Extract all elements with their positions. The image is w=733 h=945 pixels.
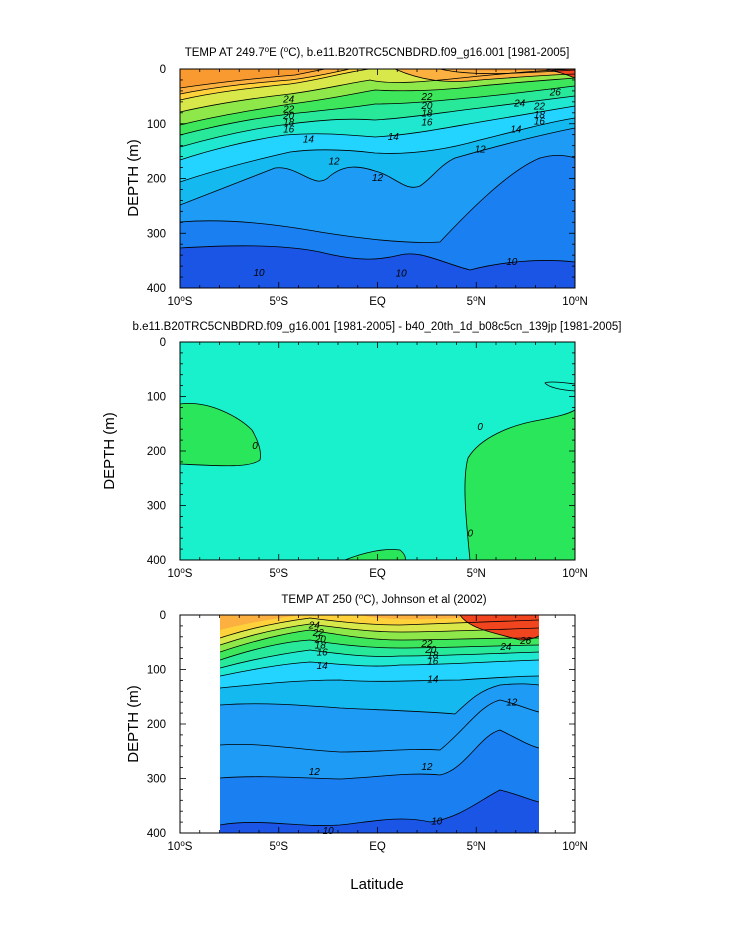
y-tick-label: 0 [160, 337, 166, 349]
panel-3-axes: 10oS 5oS EQ 5oN 10oN 0 100 200 300 400 [147, 610, 588, 853]
contour-label: 18 [421, 108, 433, 119]
contour-label: 10 [431, 817, 443, 828]
y-tick-label: 0 [160, 64, 166, 76]
y-tick-label: 100 [147, 119, 166, 131]
x-tick-label: EQ [369, 841, 386, 853]
y-tick-label: 0 [160, 610, 166, 622]
panel-1-title: TEMP AT 249.7oE (oC), b.e11.B20TRC5CNBDR… [185, 45, 570, 59]
contour-label: 10 [396, 269, 408, 280]
contour-label: 14 [303, 135, 315, 146]
x-tick-label: EQ [369, 296, 386, 308]
panel-2-contour-labels: 0 0 0 [252, 422, 483, 539]
x-tick-label: 10oS [168, 294, 193, 308]
x-tick-label: 5oN [467, 566, 486, 580]
panel-2-filled-contours [180, 342, 575, 560]
panel-3-contour-lines [220, 615, 539, 826]
panel-2-contour-lines [180, 381, 575, 560]
contour-label: 20 [424, 645, 437, 656]
contour-label: 16 [534, 117, 546, 128]
y-tick-label: 400 [147, 555, 166, 567]
y-tick-label: 100 [147, 392, 166, 404]
y-tick-label: 400 [147, 828, 166, 840]
contour-label: 14 [388, 132, 400, 143]
x-tick-label: EQ [369, 568, 386, 580]
contour-label: 12 [328, 156, 340, 167]
panel-2-axes: 10oS 5oS EQ 5oN 10oN 0 100 200 300 400 [147, 337, 588, 580]
contour-label: 18 [283, 118, 295, 129]
contour-label: 24 [513, 98, 526, 109]
contour-label: 10 [253, 268, 265, 279]
figure-xlabel: Latitude [350, 876, 403, 893]
contour-label: 22 [312, 628, 325, 639]
contour-label: 0 [252, 441, 258, 452]
x-tick-label: 10oN [562, 294, 588, 308]
panel-3-observed-temperature: TEMP AT 250 (oC), Johnson et al (2002) [125, 592, 588, 853]
contour-label: 20 [420, 101, 433, 112]
contour-label: 22 [533, 102, 546, 113]
contour-label: 12 [309, 767, 321, 778]
contour-label: 22 [420, 639, 433, 650]
contour-label: 24 [282, 95, 295, 106]
contour-label: 20 [282, 111, 295, 122]
y-tick-label: 300 [147, 501, 166, 513]
panel-2-difference: b.e11.B20TRC5CNBDRD.f09_g16.001 [1981-20… [101, 321, 621, 580]
contour-label: 10 [323, 826, 335, 837]
x-tick-label: 10oS [168, 839, 193, 853]
y-tick-label: 400 [147, 283, 166, 295]
contour-label: 20 [314, 634, 327, 645]
contour-label: 16 [317, 648, 329, 659]
contour-label: 16 [421, 118, 433, 129]
contour-label: 18 [534, 110, 546, 121]
panel-1-model-temperature: TEMP AT 249.7oE (oC), b.e11.B20TRC5CNBDR… [125, 45, 588, 308]
panel-1-contour-lines [180, 69, 575, 271]
contour-label: 24 [499, 642, 512, 653]
panel-1-ylabel: DEPTH (m) [125, 139, 142, 217]
panel-3-filled-contours [220, 615, 539, 833]
x-tick-label: 10oN [562, 839, 588, 853]
y-tick-label: 200 [147, 174, 166, 186]
y-tick-label: 300 [147, 228, 166, 240]
contour-label: 0 [477, 422, 483, 433]
contour-label: 10 [506, 257, 518, 268]
contour-label: 12 [506, 698, 518, 709]
contour-label: 14 [427, 674, 439, 685]
panel-1-filled-contours [180, 69, 575, 288]
contour-label: 26 [549, 87, 562, 98]
contour-label: 26 [519, 636, 532, 647]
contour-label: 16 [283, 125, 295, 136]
contour-label: 12 [421, 762, 433, 773]
contour-label: 24 [308, 620, 321, 631]
panel-3-title: TEMP AT 250 (oC), Johnson et al (2002) [281, 592, 486, 606]
x-tick-label: 5oN [467, 294, 486, 308]
y-tick-label: 100 [147, 665, 166, 677]
contour-label: 22 [420, 92, 433, 103]
contour-label: 14 [317, 661, 329, 672]
contour-label: 22 [282, 104, 295, 115]
x-tick-label: 5oS [269, 294, 288, 308]
x-tick-label: 5oS [269, 566, 288, 580]
contour-label: 16 [427, 656, 439, 667]
contour-label: 18 [427, 650, 439, 661]
contour-label: 12 [372, 173, 384, 184]
y-tick-label: 200 [147, 719, 166, 731]
y-tick-label: 300 [147, 774, 166, 786]
panel-2-title: b.e11.B20TRC5CNBDRD.f09_g16.001 [1981-20… [133, 321, 622, 333]
x-tick-label: 5oS [269, 839, 288, 853]
y-tick-label: 200 [147, 446, 166, 458]
panel-3-ylabel: DEPTH (m) [125, 685, 142, 763]
contour-label: 12 [475, 144, 487, 155]
x-tick-label: 10oN [562, 566, 588, 580]
panel-2-ylabel: DEPTH (m) [101, 412, 118, 490]
x-tick-label: 5oN [467, 839, 486, 853]
panel-1-axes: 10oS 5oS EQ 5oN 10oN 0 100 200 300 400 [147, 64, 588, 308]
contour-label: 14 [510, 125, 522, 136]
x-tick-label: 10oS [168, 566, 193, 580]
contour-label: 18 [315, 640, 327, 651]
contour-label: 0 [468, 528, 474, 539]
